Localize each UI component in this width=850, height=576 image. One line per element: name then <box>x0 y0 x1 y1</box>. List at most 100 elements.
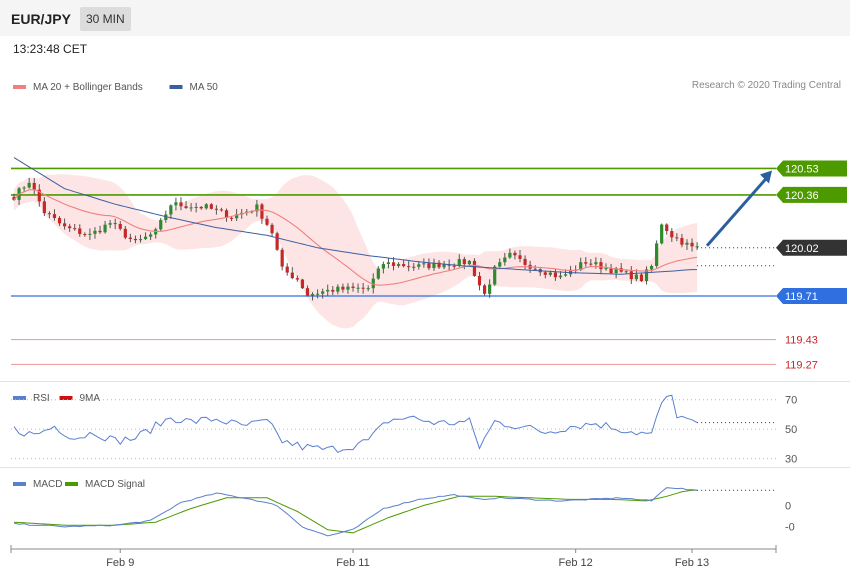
candle[interactable] <box>73 223 77 231</box>
candle[interactable] <box>260 202 264 224</box>
candle[interactable] <box>331 286 335 296</box>
candle[interactable] <box>680 233 684 248</box>
candle[interactable] <box>270 223 274 237</box>
candle[interactable] <box>533 265 537 271</box>
candle[interactable] <box>346 283 350 294</box>
candle[interactable] <box>83 232 87 237</box>
candle[interactable] <box>513 250 517 260</box>
candle[interactable] <box>47 211 52 219</box>
candle[interactable] <box>412 262 416 271</box>
candle[interactable] <box>93 227 97 239</box>
candle[interactable] <box>351 282 355 292</box>
candle[interactable] <box>508 248 512 259</box>
candle[interactable] <box>569 265 573 277</box>
candle[interactable] <box>634 269 638 282</box>
candle[interactable] <box>624 270 628 274</box>
candle[interactable] <box>477 271 482 291</box>
candle[interactable] <box>326 284 330 296</box>
candle[interactable] <box>336 284 340 295</box>
candle[interactable] <box>103 220 107 234</box>
candle[interactable] <box>655 240 659 268</box>
candle[interactable] <box>432 258 436 271</box>
candle[interactable] <box>402 259 406 268</box>
candle[interactable] <box>341 283 345 293</box>
candle[interactable] <box>209 203 213 210</box>
candle[interactable] <box>361 283 365 294</box>
candle[interactable] <box>609 263 613 275</box>
candle[interactable] <box>159 217 163 232</box>
candle[interactable] <box>108 220 112 229</box>
candle[interactable] <box>391 257 396 271</box>
candle[interactable] <box>467 260 471 266</box>
candle[interactable] <box>543 270 547 279</box>
candle[interactable] <box>169 204 173 219</box>
candle[interactable] <box>280 247 284 271</box>
candle[interactable] <box>695 242 699 250</box>
candle[interactable] <box>407 261 411 272</box>
candle[interactable] <box>255 199 259 217</box>
candle[interactable] <box>57 216 62 227</box>
candle[interactable] <box>42 197 46 216</box>
candle[interactable] <box>204 203 208 210</box>
candle[interactable] <box>381 261 385 274</box>
candle[interactable] <box>32 178 36 195</box>
candle[interactable] <box>498 258 502 268</box>
timeframe-button[interactable]: 30 MIN <box>80 7 131 31</box>
candle[interactable] <box>310 292 315 301</box>
candle[interactable] <box>68 223 72 232</box>
candle[interactable] <box>128 233 132 243</box>
candle[interactable] <box>644 266 649 285</box>
candle[interactable] <box>665 223 669 235</box>
candle[interactable] <box>396 262 401 268</box>
candle[interactable] <box>371 273 375 294</box>
candle[interactable] <box>305 285 310 297</box>
candle[interactable] <box>63 218 67 230</box>
candle[interactable] <box>37 184 41 207</box>
candle[interactable] <box>199 205 203 210</box>
candle[interactable] <box>27 177 31 189</box>
candle[interactable] <box>482 283 487 296</box>
candle[interactable] <box>113 218 117 230</box>
candle[interactable] <box>52 209 57 221</box>
candle[interactable] <box>675 233 679 242</box>
candle[interactable] <box>452 263 456 270</box>
candle[interactable] <box>437 260 441 269</box>
candle[interactable] <box>356 283 360 293</box>
candle[interactable] <box>417 261 421 270</box>
candle[interactable] <box>553 268 558 281</box>
candle[interactable] <box>584 257 588 267</box>
candle[interactable] <box>22 186 26 193</box>
candle[interactable] <box>78 224 82 237</box>
candle[interactable] <box>149 232 153 240</box>
candle[interactable] <box>639 272 644 282</box>
candle[interactable] <box>275 231 279 251</box>
candle[interactable] <box>685 239 689 250</box>
candle[interactable] <box>118 220 122 231</box>
candle[interactable] <box>143 232 148 240</box>
candle[interactable] <box>194 202 198 213</box>
candle[interactable] <box>265 215 269 227</box>
candle[interactable] <box>184 201 188 209</box>
candle[interactable] <box>316 289 320 299</box>
candle[interactable] <box>386 258 391 269</box>
candle[interactable] <box>219 207 224 212</box>
candle[interactable] <box>138 234 143 243</box>
candle[interactable] <box>427 258 431 271</box>
candle[interactable] <box>123 225 127 240</box>
candle[interactable] <box>589 259 593 267</box>
candle[interactable] <box>503 252 507 266</box>
candle[interactable] <box>660 223 664 245</box>
candle[interactable] <box>472 258 477 277</box>
candle[interactable] <box>422 258 426 268</box>
candle[interactable] <box>98 225 102 234</box>
candle[interactable] <box>214 205 218 215</box>
candle[interactable] <box>224 208 229 222</box>
candle[interactable] <box>488 279 492 298</box>
candle[interactable] <box>88 228 92 241</box>
candle[interactable] <box>290 267 294 280</box>
candle[interactable] <box>300 278 305 289</box>
candle[interactable] <box>690 238 694 252</box>
candle[interactable] <box>179 197 183 211</box>
candle[interactable] <box>366 285 370 292</box>
